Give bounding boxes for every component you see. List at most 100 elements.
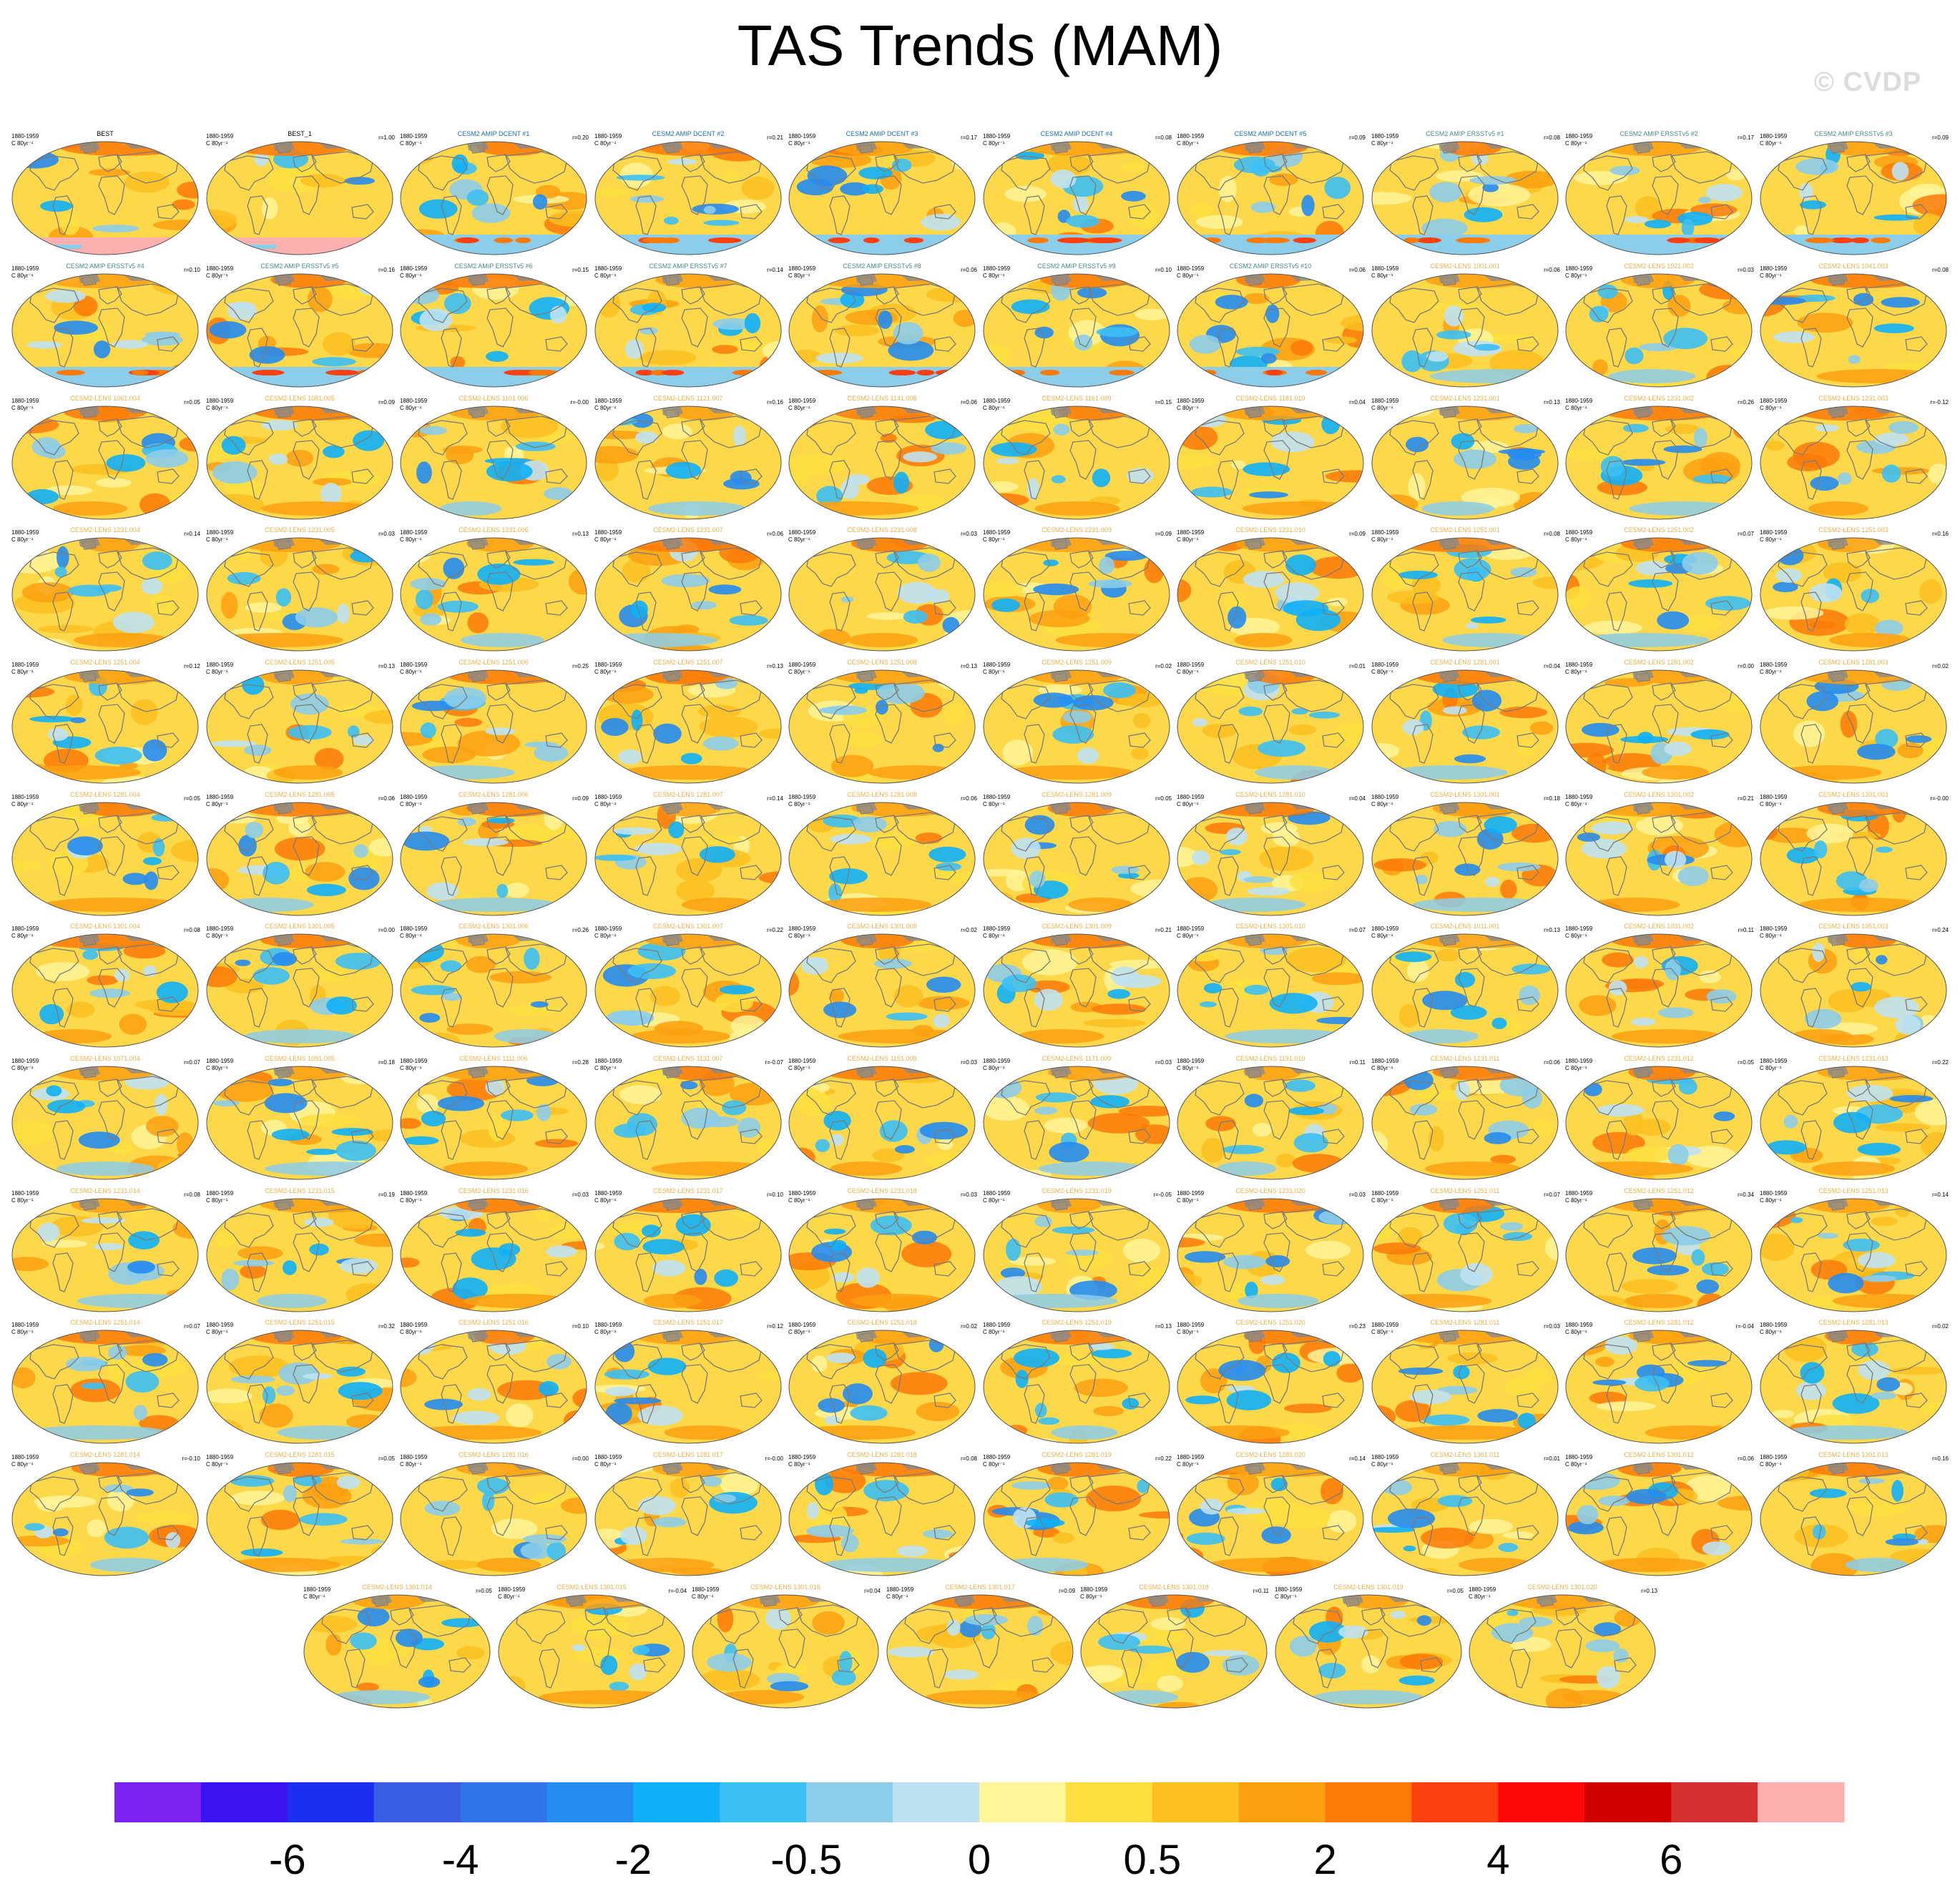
colorbar-tick-label: 0.5 xyxy=(1123,1837,1181,1883)
panel-units: C 80yr⁻¹ xyxy=(206,140,228,147)
map-panel: CESM2-LENS 1231.011 1880-1959 C 80yr⁻¹ r=0.… xyxy=(1370,1055,1560,1181)
trend-map xyxy=(983,1330,1170,1444)
panel-units: C 80yr⁻¹ xyxy=(1177,536,1199,543)
panel-period: 1880-1959 xyxy=(1177,662,1205,668)
panel-units: C 80yr⁻¹ xyxy=(1760,801,1782,807)
panel-period: 1880-1959 xyxy=(1177,265,1205,272)
map-panel: CESM2-LENS 1301.002 1880-1959 C 80yr⁻¹ r=0.… xyxy=(1564,791,1754,917)
map-panel: CESM2-LENS 1301.001 1880-1959 C 80yr⁻¹ r=0.… xyxy=(1370,791,1560,917)
panel-title: CESM2-LENS 1251.001 xyxy=(1430,526,1500,534)
panel-units: C 80yr⁻¹ xyxy=(1565,801,1587,807)
panel-title: CESM2-LENS 1101.006 xyxy=(459,395,529,402)
panel-period: 1880-1959 xyxy=(1760,1454,1788,1460)
panel-period: 1880-1959 xyxy=(1565,1322,1593,1328)
panel-title: CESM2 AMIP DCENT #2 xyxy=(652,130,725,137)
colorbar-swatch xyxy=(547,1782,634,1822)
panel-period: 1880-1959 xyxy=(206,265,234,272)
panel-period: 1880-1959 xyxy=(1565,925,1593,932)
panel-pattern-correlation: r=0.18 xyxy=(1544,795,1560,802)
panel-pattern-correlation: r=0.11 xyxy=(1253,1588,1269,1594)
panel-pattern-correlation: r=0.13 xyxy=(1155,1323,1172,1330)
panel-pattern-correlation: r=0.05 xyxy=(1155,795,1172,802)
map-panel: CESM2-LENS 1301.014 1880-1959 C 80yr⁻¹ r=0.… xyxy=(302,1583,492,1709)
trend-map xyxy=(594,273,782,388)
panel-period: 1880-1959 xyxy=(206,794,234,800)
trend-map xyxy=(400,1066,587,1180)
trend-map xyxy=(788,802,976,916)
panel-units: C 80yr⁻¹ xyxy=(1371,1329,1393,1335)
panel-title: CESM2 AMIP ERSSTv5 #3 xyxy=(1814,130,1893,137)
panel-pattern-correlation: r=0.03 xyxy=(1544,1323,1560,1330)
map-panel: CESM2-LENS 1281.011 1880-1959 C 80yr⁻¹ r=0.… xyxy=(1370,1319,1560,1445)
trend-map xyxy=(11,273,199,388)
panel-pattern-correlation: r=0.09 xyxy=(572,795,589,802)
map-panel: CESM2-LENS 1251.012 1880-1959 C 80yr⁻¹ r=0.… xyxy=(1564,1187,1754,1313)
panel-period: 1880-1959 xyxy=(1760,133,1788,139)
panel-period: 1880-1959 xyxy=(206,398,234,404)
panel-units: C 80yr⁻¹ xyxy=(1371,1461,1393,1468)
panel-units: C 80yr⁻¹ xyxy=(400,536,422,543)
map-panel: CESM2-LENS 1121.007 1880-1959 C 80yr⁻¹ r=0.… xyxy=(593,395,783,521)
panel-pattern-correlation: r=0.03 xyxy=(961,1192,977,1198)
map-panel: CESM2 AMIP ERSSTv5 #4 1880-1959 C 80yr⁻¹ r=… xyxy=(10,262,200,388)
panel-title: CESM2-LENS 1231.011 xyxy=(1430,1055,1500,1062)
colorbar-swatch xyxy=(893,1782,980,1822)
map-panel: CESM2-LENS 1021.002 1880-1959 C 80yr⁻¹ r=0.… xyxy=(1564,262,1754,388)
panel-units: C 80yr⁻¹ xyxy=(1371,536,1393,543)
panel-period: 1880-1959 xyxy=(400,265,428,272)
panel-units: C 80yr⁻¹ xyxy=(788,405,810,411)
panel-pattern-correlation: r=0.13 xyxy=(1544,927,1560,933)
panel-units: C 80yr⁻¹ xyxy=(1565,1329,1587,1335)
panel-title: CESM2 AMIP ERSSTv5 #5 xyxy=(260,262,339,270)
panel-units: C 80yr⁻¹ xyxy=(983,1329,1005,1335)
trend-map xyxy=(206,1198,393,1312)
panel-units: C 80yr⁻¹ xyxy=(594,1329,617,1335)
panel-units: C 80yr⁻¹ xyxy=(886,1593,908,1600)
panel-period: 1880-1959 xyxy=(788,398,816,404)
panel-pattern-correlation: r=0.06 xyxy=(1544,1059,1560,1066)
panel-period: 1880-1959 xyxy=(983,662,1011,668)
map-panel: CESM2-LENS 1231.004 1880-1959 C 80yr⁻¹ r=0.… xyxy=(10,526,200,652)
panel-units: C 80yr⁻¹ xyxy=(983,140,1005,147)
panel-pattern-correlation: r=0.16 xyxy=(767,399,783,406)
map-panel: CESM2 AMIP DCENT #3 1880-1959 C 80yr⁻¹ r=0.… xyxy=(787,130,977,256)
trend-map xyxy=(400,1330,587,1444)
panel-pattern-correlation: r=0.04 xyxy=(864,1588,881,1594)
panel-period: 1880-1959 xyxy=(1177,925,1205,932)
panel-period: 1880-1959 xyxy=(11,925,39,932)
panel-units: C 80yr⁻¹ xyxy=(400,1461,422,1468)
panel-units: C 80yr⁻¹ xyxy=(1177,405,1199,411)
panel-title: CESM2-LENS 1251.004 xyxy=(70,659,140,666)
panel-period: 1880-1959 xyxy=(1565,1058,1593,1064)
trend-map xyxy=(1565,1462,1753,1576)
trend-map xyxy=(11,802,199,916)
panel-period: 1880-1959 xyxy=(206,1190,234,1197)
watermark: © CVDP xyxy=(1814,67,1922,97)
panel-period: 1880-1959 xyxy=(1760,1190,1788,1197)
colorbar-swatch xyxy=(1498,1782,1585,1822)
panel-period: 1880-1959 xyxy=(788,662,816,668)
panel-units: C 80yr⁻¹ xyxy=(983,933,1005,939)
trend-map xyxy=(594,406,782,520)
panel-title: CESM2-LENS 1281.004 xyxy=(70,791,140,798)
panel-period: 1880-1959 xyxy=(983,265,1011,272)
trend-map xyxy=(1760,406,1947,520)
map-panel: CESM2-LENS 1231.010 1880-1959 C 80yr⁻¹ r=0.… xyxy=(1175,526,1366,652)
panel-pattern-correlation: r=-0.00 xyxy=(1930,795,1949,802)
panel-pattern-correlation: r=0.17 xyxy=(1738,134,1754,141)
panel-units: C 80yr⁻¹ xyxy=(206,272,228,279)
map-panel: CESM2-LENS 1301.020 1880-1959 C 80yr⁻¹ r=0.… xyxy=(1467,1583,1657,1709)
panel-title: CESM2 AMIP ERSSTv5 #4 xyxy=(66,262,144,270)
trend-map xyxy=(1275,1594,1462,1709)
panel-units: C 80yr⁻¹ xyxy=(1760,1461,1782,1468)
panel-pattern-correlation: r=-0.07 xyxy=(765,1059,783,1066)
panel-period: 1880-1959 xyxy=(11,1058,39,1064)
panel-units: C 80yr⁻¹ xyxy=(594,140,617,147)
panel-pattern-correlation: r=0.13 xyxy=(961,663,977,669)
colorbar-swatch xyxy=(1325,1782,1412,1822)
colorbar-swatch xyxy=(720,1782,807,1822)
panel-title: CESM2-LENS 1041.003 xyxy=(1818,262,1888,270)
trend-map xyxy=(983,406,1170,520)
panel-pattern-correlation: r=0.34 xyxy=(1738,1192,1754,1198)
panel-period: 1880-1959 xyxy=(886,1586,914,1593)
